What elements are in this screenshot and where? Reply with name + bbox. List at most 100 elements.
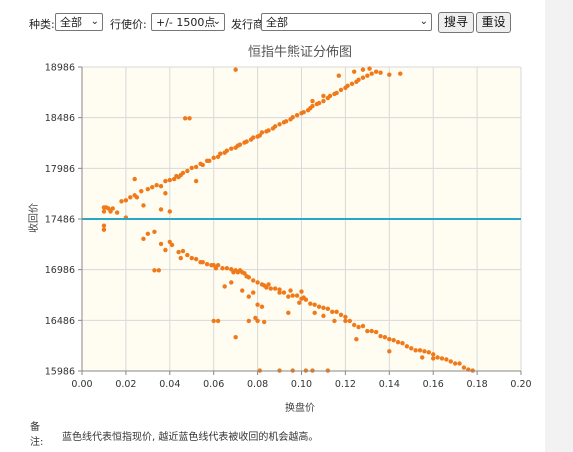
x-tick-label: 0.06 <box>203 379 224 390</box>
data-point <box>255 318 260 324</box>
data-point <box>310 103 315 109</box>
type-label: 种类: <box>29 18 55 31</box>
data-point <box>266 282 271 287</box>
y-tick-label: 15986 <box>45 367 75 378</box>
y-tick-label: 16486 <box>45 316 75 327</box>
data-point <box>246 318 252 324</box>
data-point <box>444 357 449 362</box>
data-point <box>132 176 137 182</box>
data-point <box>281 290 287 295</box>
data-point <box>365 328 370 334</box>
data-point <box>134 195 140 200</box>
data-point <box>452 361 458 366</box>
data-point <box>272 124 278 129</box>
data-point <box>215 263 221 268</box>
data-point <box>360 75 366 80</box>
data-point <box>189 255 194 261</box>
data-point <box>373 329 379 335</box>
data-points <box>101 66 475 373</box>
data-point <box>215 318 221 324</box>
data-point <box>251 278 256 283</box>
data-point <box>404 344 410 349</box>
data-point <box>356 324 361 330</box>
data-point <box>431 356 436 361</box>
data-point <box>290 115 295 120</box>
data-point <box>400 341 405 346</box>
data-point <box>277 287 282 292</box>
data-point <box>139 189 144 194</box>
data-point <box>141 203 146 208</box>
y-tick-label: 17486 <box>45 215 75 226</box>
search-button[interactable]: 搜寻 <box>438 12 474 33</box>
data-point <box>290 293 295 298</box>
data-point <box>246 275 252 280</box>
data-point <box>255 280 260 285</box>
data-point <box>387 72 392 77</box>
data-point <box>257 133 262 138</box>
note-text: 蓝色线代表恒指现价, 越近蓝色线代表被收回的机会越高。 <box>62 432 319 443</box>
data-point <box>321 313 326 319</box>
data-point <box>321 93 326 99</box>
data-point <box>347 318 352 324</box>
data-point <box>308 301 313 306</box>
type-select[interactable]: 全部 ⌄ <box>55 13 103 31</box>
data-point <box>169 242 175 248</box>
data-point <box>422 349 427 354</box>
y-tick-label: 18986 <box>45 63 75 74</box>
chart-title: 恒指牛熊证分佈图 <box>248 44 352 60</box>
strike-select[interactable]: +/- 1500点 ⌄ <box>151 13 225 31</box>
data-point <box>163 247 168 253</box>
data-point <box>343 314 348 320</box>
data-point <box>123 198 129 203</box>
data-point <box>327 93 333 99</box>
data-point <box>369 71 374 76</box>
data-point <box>272 286 278 291</box>
data-point <box>312 310 317 316</box>
x-tick-label: 0.00 <box>71 379 92 390</box>
x-axis-label: 换盘价 <box>285 401 315 414</box>
data-point <box>119 199 124 204</box>
data-point <box>373 69 379 74</box>
data-point <box>154 182 159 188</box>
data-point <box>182 116 188 121</box>
data-point <box>387 349 392 354</box>
issuer-label: 发行商: <box>231 18 268 31</box>
data-point <box>101 205 107 210</box>
data-point <box>338 312 344 318</box>
data-point <box>301 109 306 115</box>
data-point <box>395 340 401 345</box>
issuer-select[interactable]: 全部 ⌄ <box>261 13 432 31</box>
data-point <box>338 87 344 93</box>
data-point <box>294 113 300 118</box>
data-point <box>325 306 331 311</box>
data-point <box>108 209 113 214</box>
data-point <box>378 70 383 75</box>
data-point <box>141 236 146 242</box>
data-point <box>244 139 249 144</box>
data-point <box>297 300 302 305</box>
data-point <box>128 195 133 200</box>
data-point <box>167 177 172 183</box>
data-point <box>167 209 172 214</box>
data-point <box>163 178 168 184</box>
data-point <box>334 309 339 315</box>
data-point <box>356 77 361 82</box>
data-point <box>345 83 350 89</box>
data-point <box>213 266 219 271</box>
data-point <box>246 294 252 299</box>
data-point <box>259 130 265 135</box>
data-point <box>240 288 245 293</box>
data-point <box>114 210 120 215</box>
x-tick-label: 0.18 <box>467 379 488 390</box>
data-point <box>101 209 107 214</box>
data-point <box>150 184 155 190</box>
data-point <box>178 255 183 261</box>
data-point <box>222 284 227 289</box>
reset-button[interactable]: 重设 <box>476 12 511 33</box>
data-point <box>316 304 322 309</box>
data-point <box>224 266 230 271</box>
x-tick-label: 0.12 <box>335 379 356 390</box>
data-point <box>283 119 289 124</box>
data-point <box>180 248 186 254</box>
filter-bar: 种类: 全部 ⌄ 行使价: +/- 1500点 ⌄ 发行商: 全部 ⌄ 搜寻 重… <box>0 12 545 34</box>
